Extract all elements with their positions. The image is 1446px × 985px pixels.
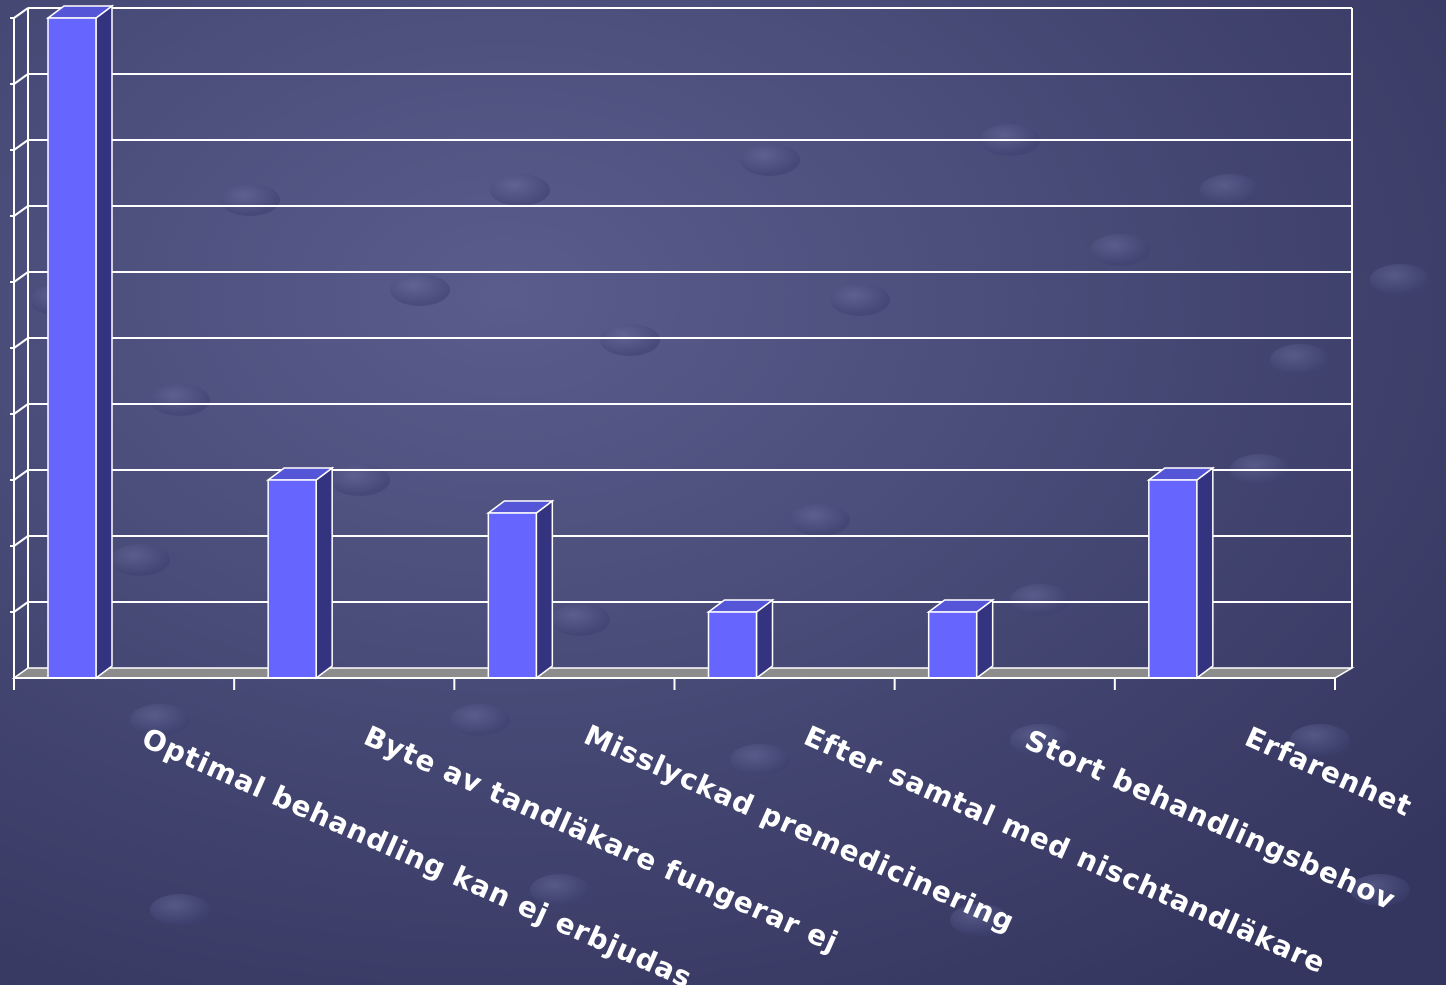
bar-series — [45, 4, 1216, 680]
decor-dot — [1010, 584, 1070, 616]
gridline-side — [13, 139, 29, 151]
decor-dot — [390, 274, 450, 306]
bar — [45, 4, 115, 680]
decor-dot — [110, 544, 170, 576]
gridline-side — [13, 535, 29, 547]
decor-dot — [740, 144, 800, 176]
decor-dot — [790, 504, 850, 536]
background-decor — [30, 124, 1430, 936]
decor-dot — [490, 174, 550, 206]
bar — [926, 598, 995, 680]
bar — [486, 499, 555, 680]
bar-front — [707, 611, 758, 679]
decor-dot — [1090, 234, 1150, 266]
bar-side — [975, 598, 994, 680]
gridline-side — [13, 601, 29, 613]
bar — [265, 466, 335, 680]
decor-dot — [550, 604, 610, 636]
decor-dot — [150, 384, 210, 416]
decor-dot — [730, 744, 790, 776]
decor-dot — [1010, 724, 1070, 756]
bar-front — [267, 479, 317, 679]
decor-dot — [1200, 174, 1260, 206]
bar-side — [95, 4, 113, 680]
gridline-side — [13, 271, 29, 283]
decor-dot — [450, 704, 510, 736]
bar-front — [487, 512, 538, 679]
gridline-side — [13, 469, 29, 481]
gridline-side — [13, 73, 29, 85]
decor-dot — [1290, 724, 1350, 756]
bar — [706, 598, 775, 680]
decor-dot — [1350, 874, 1410, 906]
decor-dot — [220, 184, 280, 216]
decor-dot — [130, 704, 190, 736]
bar — [1146, 466, 1216, 680]
decor-dot — [600, 324, 660, 356]
bar-front — [47, 17, 97, 679]
decor-dot — [150, 894, 210, 926]
decor-dot — [830, 284, 890, 316]
x-axis — [13, 677, 1336, 690]
decor-dot — [1370, 264, 1430, 296]
bar-side — [755, 598, 774, 680]
gridline-side — [13, 7, 29, 19]
bar-side — [1196, 466, 1214, 680]
gridline-side — [13, 205, 29, 217]
bar-side — [315, 466, 333, 680]
decor-dot — [950, 904, 1010, 936]
decor-dot — [530, 874, 590, 906]
gridline-side — [13, 403, 29, 415]
bar-front — [927, 611, 978, 679]
decor-dot — [1270, 344, 1330, 376]
bar-front — [1148, 479, 1198, 679]
gridline-side — [13, 337, 29, 349]
gridlines — [10, 7, 1352, 613]
bar-side — [535, 499, 554, 680]
decor-dot — [330, 464, 390, 496]
